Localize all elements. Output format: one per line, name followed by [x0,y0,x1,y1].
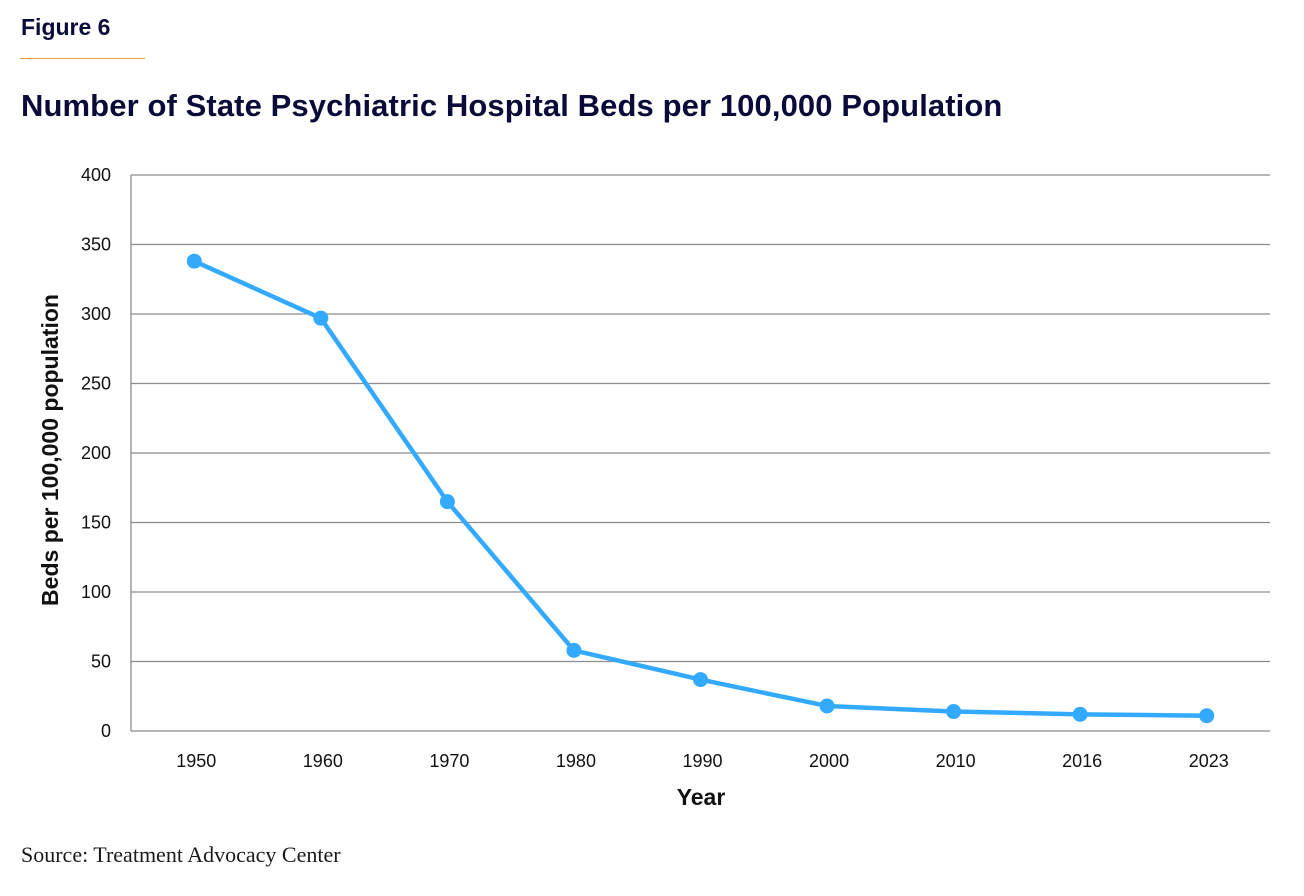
x-tick-label-1950: 1950 [176,751,216,771]
x-axis-title: Year [677,784,726,810]
x-tick-label-1970: 1970 [429,751,469,771]
x-tick-label-1990: 1990 [682,751,722,771]
x-tick-label-1960: 1960 [303,751,343,771]
data-point-1970 [439,494,455,510]
gridlines [130,174,1270,732]
x-tick-label-2016: 2016 [1062,751,1102,771]
data-point-1960 [313,310,329,326]
y-tick-label-50: 50 [91,652,111,672]
x-axis-ticks: 1950 1960 1970 1980 1990 2000 2010 2016 2023 [176,751,1228,771]
series-line [193,259,1207,718]
y-tick-label-0: 0 [101,721,111,741]
x-tick-label-2010: 2010 [936,751,976,771]
data-point-1990 [693,672,708,688]
y-tick-label-150: 150 [81,513,111,533]
source-note: Source: Treatment Advocacy Center [21,842,341,867]
data-point-1950 [186,253,202,269]
x-tick-label-2023: 2023 [1189,751,1229,771]
data-point-2023 [1199,708,1215,724]
y-axis-ticks: 0 50 100 150 200 250 300 350 400 [81,165,111,741]
y-axis-title: Beds per 100,000 population [37,294,63,606]
x-tick-label-2000: 2000 [809,751,849,771]
y-tick-label-250: 250 [81,374,111,394]
data-point-2016 [1072,706,1088,722]
chart-title: Number of State Psychiatric Hospital Bed… [21,88,1003,123]
data-point-1980 [566,642,582,658]
series-beds [186,253,1215,724]
x-tick-label-1980: 1980 [556,751,596,771]
data-point-2010 [946,704,962,720]
y-tick-label-350: 350 [81,235,111,255]
y-tick-label-400: 400 [81,165,111,185]
y-tick-label-200: 200 [81,443,111,463]
figure-label-underline [20,58,145,59]
data-point-2000 [819,698,835,714]
figure-label: Figure 6 [21,14,111,40]
y-tick-label-100: 100 [81,582,111,602]
y-tick-label-300: 300 [81,304,111,324]
